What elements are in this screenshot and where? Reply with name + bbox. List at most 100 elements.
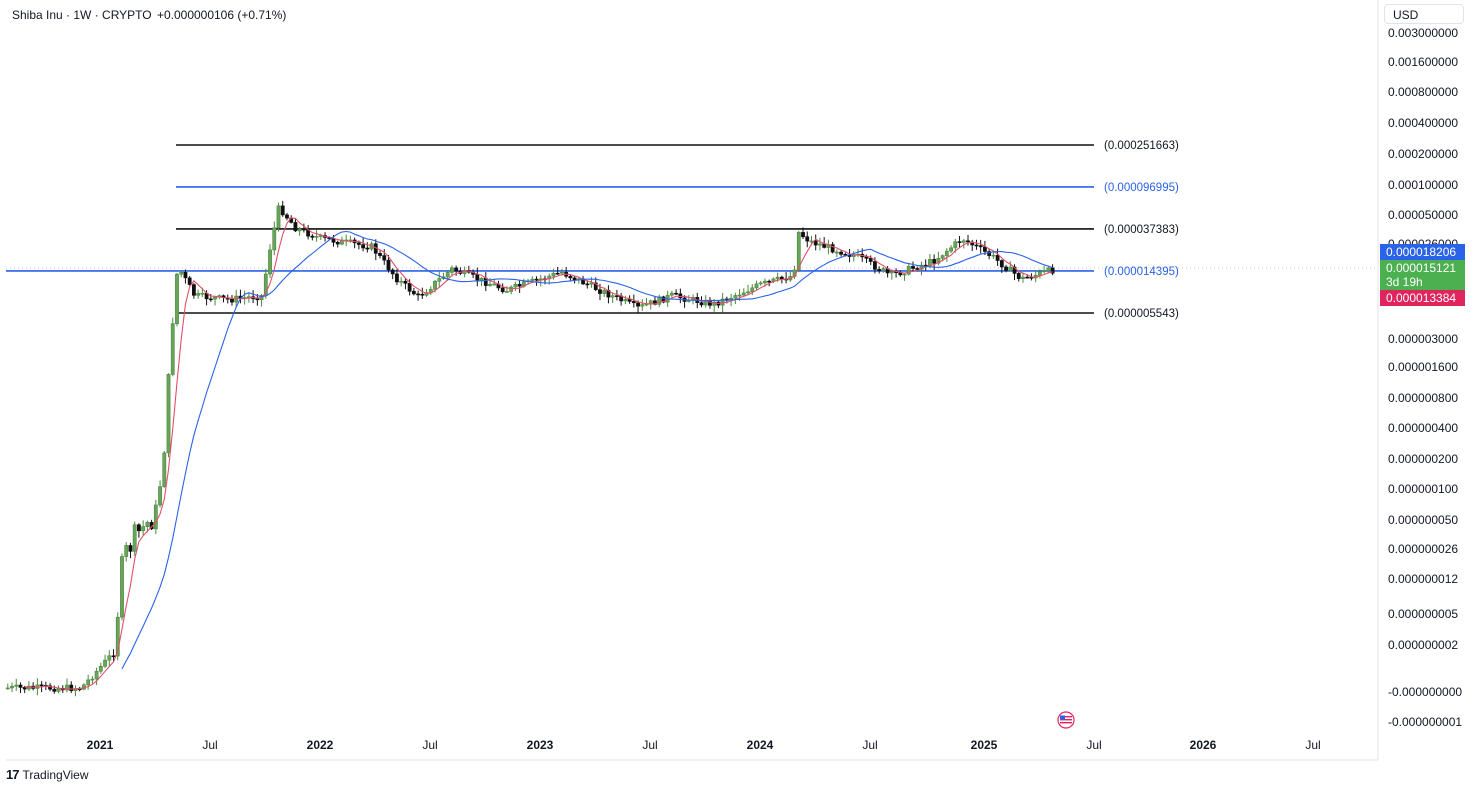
candle-body bbox=[805, 236, 810, 242]
y-tick-label: 0.000000800 bbox=[1388, 391, 1458, 405]
candle-body bbox=[699, 302, 704, 306]
candle-body bbox=[999, 260, 1004, 268]
candle-body bbox=[796, 232, 801, 271]
candle-body bbox=[851, 254, 856, 257]
y-tick-label: 0.000000050 bbox=[1388, 513, 1458, 527]
candle-body bbox=[145, 522, 150, 527]
candle-body bbox=[995, 254, 1000, 261]
candle-body bbox=[966, 240, 970, 243]
x-axis: 2021 Jul 2022 Jul 2023 Jul 2024 Jul 2025 Jul 2026 J… bbox=[87, 738, 1321, 752]
candle-body bbox=[978, 245, 983, 248]
us-flag-icon[interactable] bbox=[1056, 711, 1076, 729]
candle-body bbox=[877, 269, 882, 272]
y-tick-label: 0.000003000 bbox=[1388, 332, 1458, 346]
price-change-label: +0.000000106 (+0.71%) bbox=[156, 8, 287, 22]
candle-body bbox=[433, 281, 437, 290]
y-tick-label: 0.000050000 bbox=[1388, 208, 1458, 222]
candle-body bbox=[179, 271, 184, 275]
footer: 17 TradingView bbox=[6, 767, 89, 782]
candle-body bbox=[492, 283, 497, 286]
candle-body bbox=[754, 283, 759, 289]
x-tick-label: Jul bbox=[202, 738, 217, 752]
candle-body bbox=[775, 276, 780, 280]
candle-body bbox=[627, 299, 632, 302]
x-tick-label: Jul bbox=[1086, 738, 1101, 752]
candle-body bbox=[1016, 273, 1021, 279]
candle-body bbox=[103, 659, 107, 667]
candle-body bbox=[445, 272, 450, 278]
x-tick-label: Jul bbox=[642, 738, 657, 752]
candle-body bbox=[505, 291, 509, 293]
candle-body bbox=[153, 504, 158, 530]
candle-body bbox=[961, 240, 966, 243]
candle-body bbox=[1050, 267, 1055, 274]
candle-body bbox=[1042, 270, 1047, 273]
candle-body bbox=[661, 296, 666, 303]
candle-body bbox=[928, 259, 932, 266]
candle-body bbox=[314, 235, 319, 238]
candle-body bbox=[813, 240, 818, 246]
price-tag-countdown: 3d 19h bbox=[1386, 275, 1423, 289]
candle-body bbox=[758, 282, 763, 285]
x-tick-label: 2025 bbox=[971, 738, 998, 752]
candle-body bbox=[957, 241, 962, 243]
candle-body bbox=[285, 214, 289, 219]
candle-body bbox=[585, 283, 590, 286]
level-label: (0.000005543) bbox=[1104, 308, 1179, 320]
currency-selector[interactable]: USD bbox=[1384, 4, 1464, 24]
price-tag-label: 0.000015121 bbox=[1386, 261, 1456, 275]
candle-body bbox=[944, 250, 949, 256]
candle-body bbox=[636, 302, 640, 307]
chart-header: Shiba Inu · 1W · CRYPTO +0.000000106 (+0… bbox=[12, 8, 288, 22]
candle-body bbox=[170, 323, 175, 375]
candle-body bbox=[111, 655, 116, 658]
candle-body bbox=[365, 247, 370, 250]
candle-body bbox=[767, 280, 772, 283]
candle-body bbox=[868, 258, 873, 262]
ma-slow-line bbox=[121, 230, 1053, 670]
candle-body bbox=[5, 687, 10, 690]
candle-body bbox=[416, 293, 420, 296]
candle-body bbox=[809, 240, 814, 243]
candle-body bbox=[18, 684, 23, 688]
x-tick-label: 2024 bbox=[747, 738, 774, 752]
candle-body bbox=[991, 254, 996, 257]
tradingview-logo-icon: 17 bbox=[6, 767, 20, 782]
candle-body bbox=[513, 284, 518, 288]
candle-body bbox=[454, 267, 459, 272]
brand-label: TradingView bbox=[22, 767, 89, 782]
candle-body bbox=[1038, 271, 1042, 276]
x-tick-label: Jul bbox=[862, 738, 877, 752]
candle-body bbox=[987, 251, 992, 256]
x-tick-label: Jul bbox=[422, 738, 437, 752]
candle-body bbox=[115, 616, 120, 657]
candle-body bbox=[293, 222, 298, 232]
candle-body bbox=[120, 556, 124, 618]
level-label: (0.000096995) bbox=[1104, 182, 1179, 194]
y-tick-label: -0.000000001 bbox=[1388, 715, 1462, 729]
candle-body bbox=[124, 545, 129, 557]
price-tag-label: 0.000018206 bbox=[1386, 245, 1456, 259]
candle-body bbox=[437, 278, 442, 282]
candle-body bbox=[555, 272, 560, 275]
candle-body bbox=[335, 241, 340, 245]
y-tick-label: 0.000001600 bbox=[1388, 360, 1458, 374]
candle-body bbox=[568, 275, 573, 279]
candle-body bbox=[839, 251, 843, 255]
candle-body bbox=[488, 283, 492, 286]
candle-body bbox=[395, 273, 399, 283]
candle-body bbox=[378, 252, 382, 256]
candle-body bbox=[301, 228, 306, 231]
ma-fast-line bbox=[24, 217, 1053, 690]
candle-body bbox=[640, 304, 645, 307]
candle-body bbox=[10, 685, 14, 689]
candle-body bbox=[27, 685, 31, 690]
candle-body bbox=[919, 264, 924, 270]
candle-body bbox=[534, 278, 539, 281]
candle-body bbox=[830, 244, 835, 253]
y-tick-label: 0.000000400 bbox=[1388, 421, 1458, 435]
candle-body bbox=[1008, 266, 1013, 271]
y-tick-label: 0.000400000 bbox=[1388, 116, 1458, 130]
candle-body bbox=[741, 292, 746, 296]
